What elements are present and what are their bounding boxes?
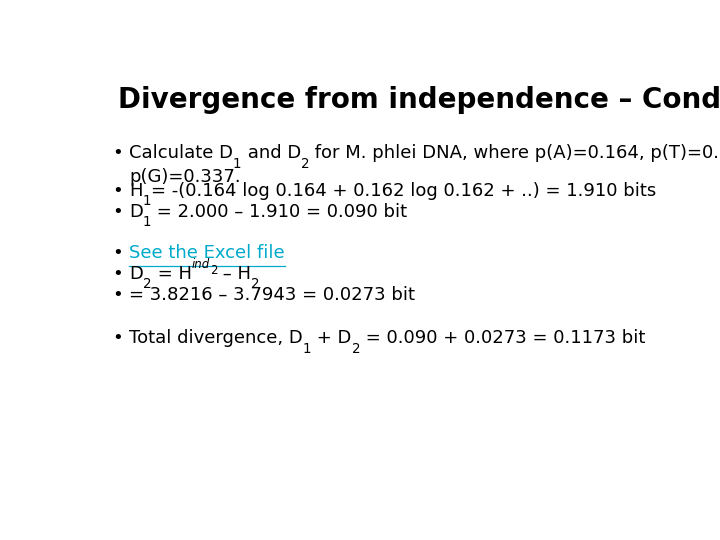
Text: •: • [112,244,123,262]
Text: = H: = H [152,265,192,283]
Text: •: • [112,265,123,283]
Text: + D: + D [311,329,351,347]
Text: H: H [129,182,143,200]
Text: – H: – H [217,265,251,283]
Text: Calculate D: Calculate D [129,144,233,163]
Text: ind: ind [192,258,210,271]
Text: 1: 1 [143,215,151,229]
Text: D: D [129,265,143,283]
Text: = 2.000 – 1.910 = 0.090 bit: = 2.000 – 1.910 = 0.090 bit [151,202,408,220]
Text: = 0.090 + 0.0273 = 0.1173 bit: = 0.090 + 0.0273 = 0.1173 bit [360,329,646,347]
Text: 2: 2 [210,264,217,276]
Text: •: • [112,202,123,220]
Text: 2: 2 [301,157,310,171]
Text: 1: 1 [233,157,242,171]
Text: 1: 1 [143,194,151,208]
Text: 2: 2 [251,277,260,291]
Text: •: • [112,182,123,200]
Text: = 3.8216 – 3.7943 = 0.0273 bit: = 3.8216 – 3.7943 = 0.0273 bit [129,286,415,303]
Text: and D: and D [242,144,301,163]
Text: Divergence from independence – Conditional Entropy: Divergence from independence – Condition… [118,85,720,113]
Text: See the Excel file: See the Excel file [129,244,284,262]
Text: D: D [129,202,143,220]
Text: 1: 1 [303,341,311,355]
Text: •: • [112,144,123,163]
Text: p(G)=0.337.: p(G)=0.337. [129,168,240,186]
Text: = -(0.164 log 0.164 + 0.162 log 0.162 + ..) = 1.910 bits: = -(0.164 log 0.164 + 0.162 log 0.162 + … [151,182,657,200]
Text: •: • [112,286,123,303]
Text: •: • [112,329,123,347]
Text: for M. phlei DNA, where p(A)=0.164, p(T)=0.162, p(C)=0.337,: for M. phlei DNA, where p(A)=0.164, p(T)… [310,144,720,163]
Text: 2: 2 [143,277,152,291]
Text: 2: 2 [351,341,360,355]
Text: Total divergence, D: Total divergence, D [129,329,303,347]
